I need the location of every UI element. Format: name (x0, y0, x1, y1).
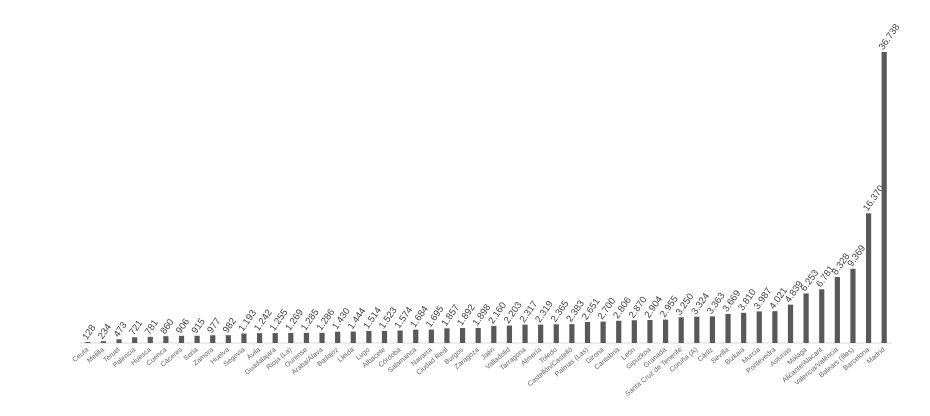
bar (303, 332, 310, 343)
bar (787, 304, 794, 343)
bar (335, 331, 341, 343)
bar (350, 331, 356, 343)
value-label: 860 (158, 317, 176, 336)
value-label: 128 (80, 323, 98, 342)
value-label: 721 (127, 318, 145, 337)
bar (834, 277, 840, 343)
bar (647, 319, 653, 343)
bar (491, 325, 497, 343)
bar (881, 52, 887, 343)
bar (772, 311, 778, 343)
bar (522, 324, 528, 343)
bar (662, 319, 669, 343)
bar (459, 328, 466, 343)
value-label: 977 (205, 316, 223, 335)
x-tick-label: Melilla (86, 347, 106, 365)
bar (709, 316, 716, 343)
value-label: 982 (221, 316, 239, 335)
bar (288, 332, 294, 343)
bar (132, 337, 138, 343)
bar (319, 332, 325, 343)
bar (428, 329, 434, 343)
bar (178, 335, 185, 343)
bar (194, 335, 200, 343)
bar (569, 324, 575, 343)
bar (100, 341, 107, 343)
value-label: 234 (96, 322, 114, 341)
bar (272, 333, 278, 343)
value-label: 36.738 (877, 22, 903, 52)
bar (803, 293, 809, 343)
bar (413, 329, 419, 343)
bar (475, 327, 481, 343)
bar (819, 289, 825, 343)
bar (444, 328, 450, 343)
bar (756, 311, 762, 343)
bar (584, 322, 591, 343)
value-label: 781 (143, 318, 161, 337)
x-tick-label: Lleida (337, 347, 356, 364)
bar (865, 213, 872, 343)
bar (210, 335, 216, 343)
value-label: 906 (174, 317, 192, 336)
bar (631, 320, 637, 343)
bar (381, 330, 388, 343)
bar (366, 331, 372, 343)
bar (694, 316, 700, 343)
bar (163, 336, 169, 343)
bar (725, 313, 731, 343)
bar (225, 335, 231, 343)
bar (538, 324, 544, 343)
bar (616, 320, 622, 343)
bar (85, 341, 91, 343)
bar (147, 336, 153, 343)
bar (506, 325, 513, 343)
bar (116, 339, 122, 343)
bar (678, 317, 684, 343)
bar (256, 333, 263, 343)
value-label: 915 (190, 317, 208, 336)
bar (397, 330, 403, 343)
bar (741, 312, 747, 343)
bar (241, 333, 247, 343)
bar (850, 268, 856, 343)
bar (553, 324, 559, 343)
bar (600, 321, 606, 343)
